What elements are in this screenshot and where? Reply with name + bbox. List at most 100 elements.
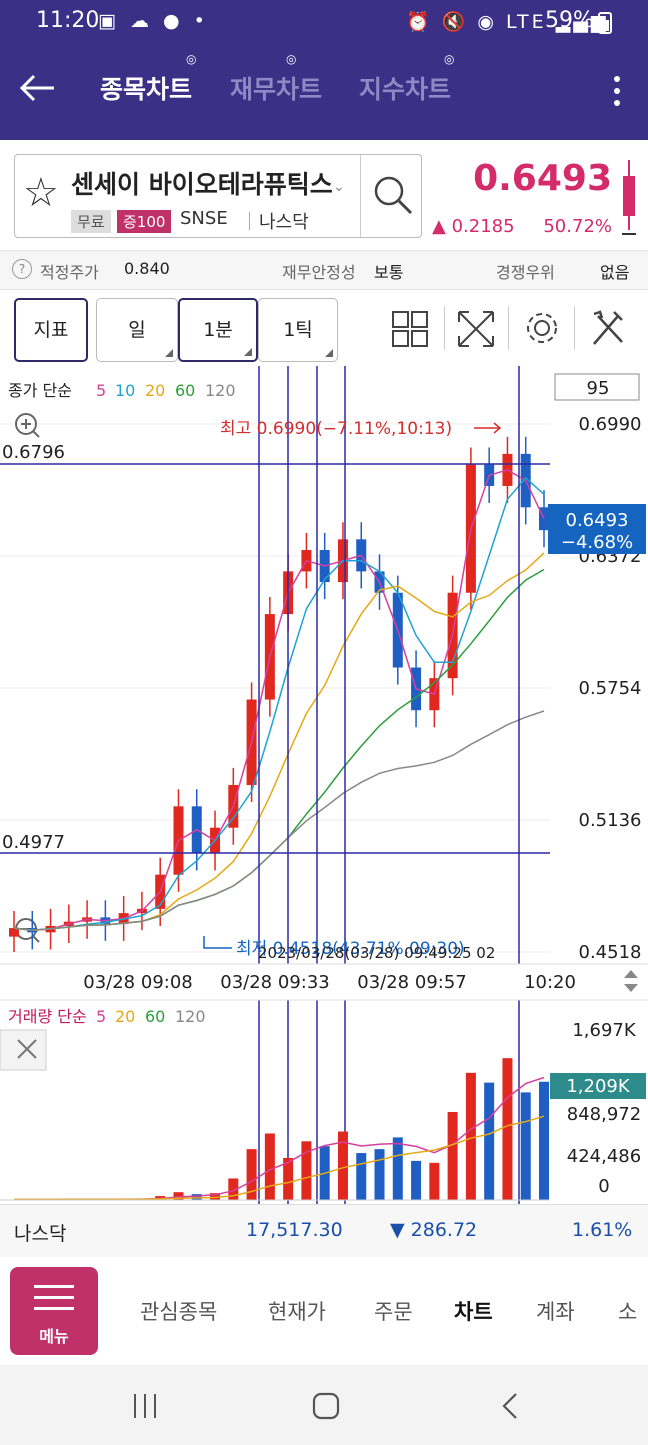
back-chevron-icon[interactable]: [496, 1391, 526, 1425]
market-name: 나스닥: [259, 212, 309, 233]
price-chart[interactable]: 종가 단순 5 10 20 60 120 95 0.6796 0.4977 최고 0.6…: [0, 366, 648, 1206]
volume-ma-legend-120[interactable]: 120: [175, 1007, 206, 1026]
volume-bar: [173, 1192, 184, 1200]
low-annotation: 최저 0.4518(43.71%,09:30): [236, 939, 465, 959]
tab-new-icon: ◎: [186, 52, 197, 66]
close-icon[interactable]: [0, 1029, 47, 1071]
high-arrow-icon: [474, 422, 502, 434]
divider: [444, 306, 445, 350]
home-icon[interactable]: [311, 1391, 341, 1425]
app-header: 종목차트 재무차트 ◎ 지수차트 ◎ ◎: [0, 44, 648, 140]
indicator-button[interactable]: 지표: [14, 298, 88, 362]
volume-bar: [264, 1133, 275, 1200]
zoom-in-icon[interactable]: [15, 413, 40, 438]
candle-body: [539, 507, 549, 531]
high-annotation: 최고 0.6990(−7.11%,10:13): [220, 419, 452, 439]
ticker-symbol: SNSE: [180, 208, 228, 229]
volume-bar: [337, 1131, 348, 1200]
volume-bar: [465, 1072, 476, 1200]
index-change-value: 286.72: [410, 1219, 478, 1241]
price-change-value: 0.2185: [451, 216, 515, 237]
tab-stock-chart[interactable]: 종목차트: [100, 75, 193, 104]
fullscreen-icon[interactable]: [456, 306, 496, 350]
volume-ma-legend-60[interactable]: 60: [145, 1007, 165, 1026]
crosshair-time-text: 2023/03/28(03/28) 09:49:25 02: [258, 944, 495, 962]
nav-order[interactable]: 주문: [374, 1300, 413, 1324]
divider: [508, 306, 509, 350]
more-menu-icon[interactable]: [612, 70, 622, 112]
nav-chart[interactable]: 차트: [454, 1300, 493, 1324]
ma-line-120: [13, 710, 545, 931]
menu-button[interactable]: 메뉴: [10, 1267, 98, 1355]
settings-gear-icon[interactable]: [522, 306, 562, 350]
chevron-down-icon: ⌄: [333, 179, 345, 195]
low-arrow-icon: [203, 936, 232, 949]
scroll-arrows-icon[interactable]: [624, 970, 638, 992]
help-icon[interactable]: ?: [12, 259, 32, 279]
volume-ma-legend-5[interactable]: 5: [96, 1007, 106, 1026]
current-volume-value: 1,209K: [566, 1076, 631, 1097]
tab-finance-chart[interactable]: 재무차트: [230, 75, 323, 104]
period-1tick-button[interactable]: 1틱: [258, 298, 338, 362]
volume-bar: [374, 1149, 385, 1200]
ma-line-5: [13, 469, 545, 931]
crosshair-lines: [258, 366, 520, 1206]
period-1min-label: 1분: [203, 319, 233, 341]
period-1min-button[interactable]: 1분: [178, 298, 258, 362]
index-ticker-bar[interactable]: 나스닥 17,517.30 ▼ 286.72 1.61%: [0, 1204, 648, 1257]
stock-selector[interactable]: ☆ 센세이 바이오테라퓨틱스 ⌄ 무료 증100 SNSE 나스닥: [14, 154, 422, 238]
dropdown-icon: [325, 349, 333, 357]
volume-bar: [392, 1137, 403, 1200]
price-change: ▲ 0.2185: [432, 216, 515, 237]
ma-legend-10[interactable]: 10: [115, 381, 135, 400]
candle-body: [9, 928, 19, 937]
current-price-tag-value: 0.6493: [566, 510, 629, 531]
count-box[interactable]: [554, 373, 640, 401]
candle-icon: [622, 160, 636, 240]
volume-bar: [191, 1194, 202, 1200]
status-time: 11:20: [36, 8, 100, 33]
nav-current-price[interactable]: 현재가: [268, 1300, 326, 1324]
current-price-tag: [548, 504, 646, 554]
current-price-tag-pct: −4.68%: [561, 532, 633, 553]
system-icons: ⏰ 🔇 ◉ LTE ▂▄▆: [406, 11, 609, 33]
volume-bar: [429, 1162, 440, 1200]
ma-legend-60[interactable]: 60: [175, 381, 195, 400]
dropdown-icon: [244, 348, 252, 356]
volume-bar: [539, 1081, 549, 1200]
favorite-star-icon[interactable]: ☆: [23, 170, 59, 216]
battery-icon: [598, 12, 612, 34]
period-selector: 일 1분 1틱: [96, 298, 338, 362]
nav-watchlist[interactable]: 관심종목: [140, 1300, 218, 1324]
ma-legend-20[interactable]: 20: [145, 381, 165, 400]
search-icon[interactable]: [371, 173, 415, 217]
battery-level: 59%: [545, 8, 594, 33]
fair-price-value: 0.840: [124, 259, 170, 278]
tab-index-chart[interactable]: 지수차트: [359, 75, 452, 104]
volume-legend-prefix: 거래량 단순: [8, 1007, 87, 1026]
current-volume-tag: [550, 1073, 646, 1099]
ma-legend-5[interactable]: 5: [96, 381, 106, 400]
volume-bar: [228, 1178, 239, 1200]
layout-grid-icon[interactable]: [390, 306, 430, 350]
arrow-left-icon[interactable]: [18, 70, 56, 110]
period-day-button[interactable]: 일: [96, 298, 178, 362]
ma-legend-120[interactable]: 120: [205, 381, 236, 400]
system-nav-bar: [0, 1365, 648, 1445]
volume-bar: [520, 1092, 531, 1200]
margin-badge: 증100: [117, 210, 172, 233]
nav-more[interactable]: 소: [618, 1300, 638, 1324]
volume-bar: [411, 1160, 422, 1200]
volume-ma-legend-20[interactable]: 20: [115, 1007, 135, 1026]
nav-account[interactable]: 계좌: [536, 1300, 575, 1324]
volume-axis-label: 848,972: [567, 1104, 641, 1125]
volume-bar: [502, 1058, 513, 1200]
recent-apps-icon[interactable]: [130, 1391, 160, 1425]
divider: [249, 212, 250, 230]
menu-label: 메뉴: [39, 1327, 69, 1346]
period-day-label: 일: [128, 319, 146, 341]
tools-icon[interactable]: [588, 306, 628, 350]
price-axis-label: 0.5754: [579, 678, 642, 699]
price-axis-label: 0.4518: [579, 942, 642, 963]
index-value: 17,517.30: [246, 1219, 343, 1241]
